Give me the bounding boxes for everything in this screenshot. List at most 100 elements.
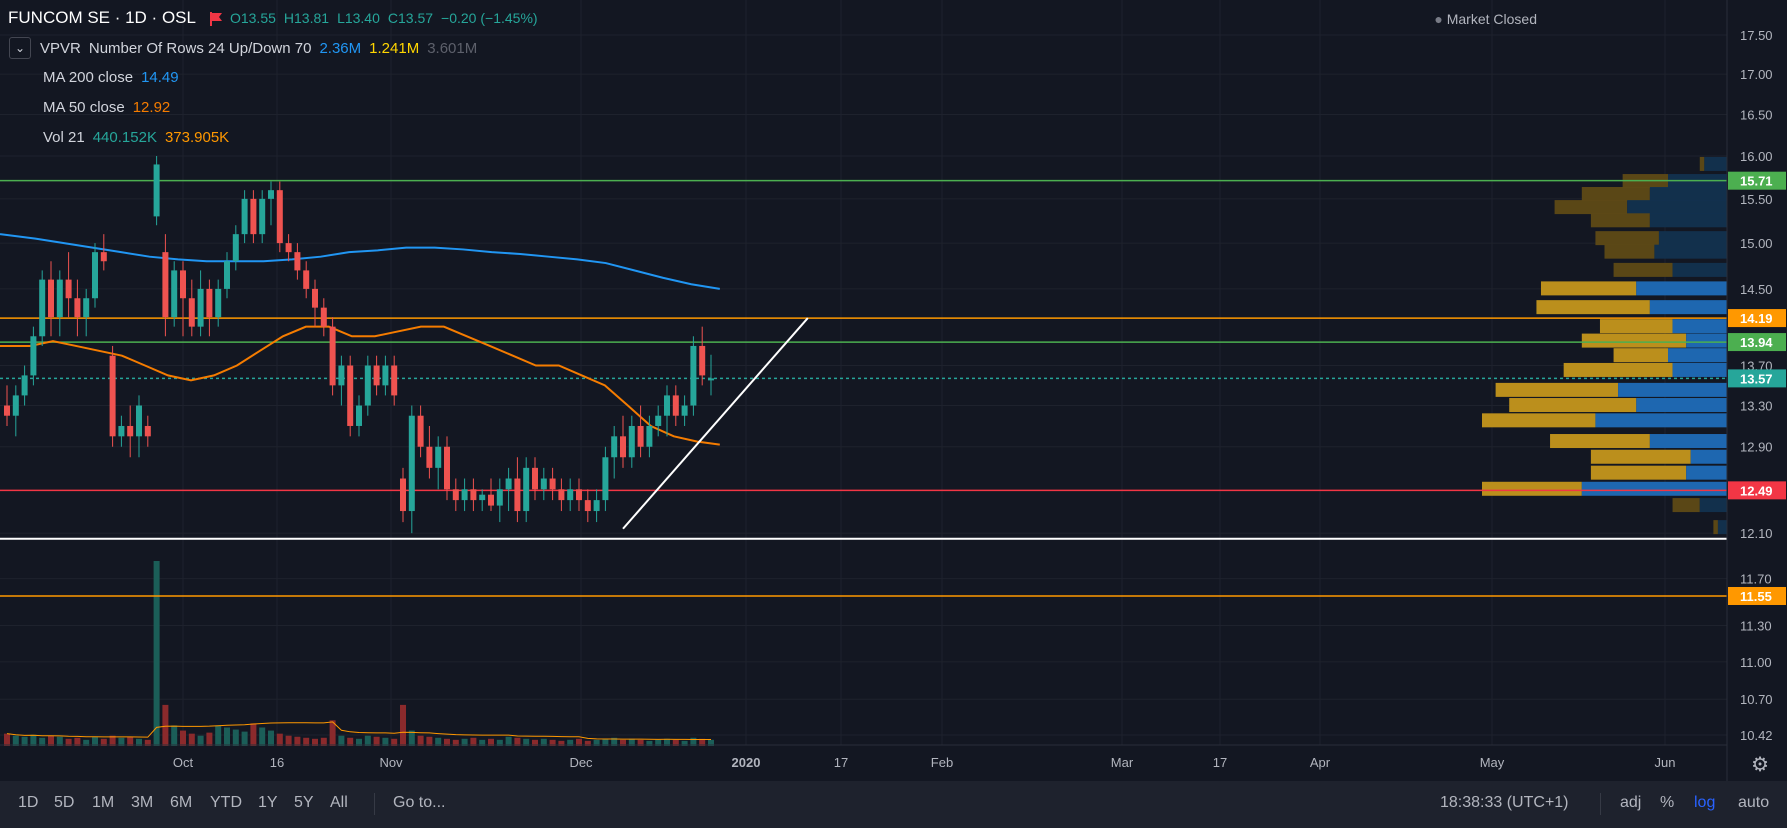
gear-icon[interactable]: ⚙ [1751, 754, 1769, 776]
ma200-label[interactable]: MA 200 close [43, 69, 134, 86]
candle-body [232, 234, 239, 262]
goto-button[interactable]: Go to... [393, 794, 446, 811]
candle-body [30, 336, 37, 376]
volume-bar [514, 737, 521, 746]
volume-bar [470, 737, 477, 746]
vpvr-down-bar [1636, 398, 1727, 413]
volume-bar [426, 736, 433, 746]
vpvr-up-bar [1482, 481, 1582, 496]
candle-body [153, 164, 160, 217]
vpvr-down-bar [1672, 262, 1727, 277]
vpvr-down-bar [1649, 213, 1727, 228]
vpvr-down-bar [1686, 333, 1727, 348]
price-badge-label: 13.57 [1740, 371, 1773, 386]
range-1m[interactable]: 1M [92, 794, 115, 811]
range-all[interactable]: All [330, 794, 348, 811]
price-badge-label: 14.19 [1740, 311, 1773, 326]
range-6m[interactable]: 6M [170, 794, 193, 811]
candle-body [611, 436, 618, 458]
volume-bar [356, 738, 362, 746]
range-3m[interactable]: 3M [131, 794, 154, 811]
candle-body [505, 478, 512, 490]
volume-bar [338, 735, 345, 746]
vpvr-up-bar [1595, 231, 1659, 246]
status-dot-icon: ● [1434, 11, 1443, 27]
vpvr-down-bar [1672, 319, 1727, 334]
candle-body [197, 288, 204, 327]
volume-bar [83, 739, 90, 746]
candle-body [241, 198, 248, 235]
adj-toggle[interactable]: adj [1620, 794, 1642, 811]
volume-bar [593, 739, 600, 746]
flag-icon[interactable] [209, 11, 222, 26]
volume-bar [329, 720, 336, 746]
price-tick-label: 12.90 [1740, 440, 1773, 455]
volume-bar [496, 739, 503, 746]
vol-value-2: 373.905K [164, 129, 230, 146]
candle-body [136, 405, 142, 437]
auto-toggle[interactable]: auto [1738, 794, 1770, 811]
candle-body [523, 467, 530, 512]
range-1d[interactable]: 1D [18, 794, 39, 811]
time-tick-label: 2020 [732, 755, 761, 770]
volume-bar [373, 736, 380, 746]
percent-toggle[interactable]: % [1660, 794, 1675, 811]
candle-body [303, 270, 310, 289]
symbol-title[interactable]: FUNCOM SE · 1D · OSL [8, 8, 196, 27]
volume-bar [664, 738, 670, 746]
candle-body [488, 494, 494, 506]
vpvr-down-bar [1649, 187, 1727, 202]
volume-bar [127, 736, 134, 746]
vpvr-down-bar [1627, 200, 1727, 215]
range-ytd[interactable]: YTD [210, 794, 242, 811]
vpvr-down-bar [1654, 244, 1727, 259]
log-toggle[interactable]: log [1694, 794, 1716, 811]
vpvr-up-bar [1699, 156, 1705, 171]
candle-body [83, 298, 90, 318]
vpvr-down-bar [1649, 434, 1727, 449]
volume-bar [505, 736, 512, 746]
volume-bar [118, 737, 125, 746]
candle-body [188, 298, 195, 327]
price-tick-label: 17.00 [1740, 67, 1773, 82]
chevron-down-icon[interactable]: ⌄ [9, 37, 31, 59]
candle-body [558, 489, 565, 501]
vpvr-down-bar [1686, 465, 1727, 480]
volume-bar [30, 734, 37, 746]
ma200-value: 14.49 [141, 69, 179, 86]
candle-body [514, 478, 521, 512]
candle-body [21, 375, 28, 396]
candle-body [549, 478, 556, 490]
volume-bar [488, 738, 494, 746]
candle-body [620, 436, 626, 458]
candle-body [118, 425, 125, 437]
ohlc-low: L13.40 [337, 10, 380, 26]
ohlc-high: H13.81 [283, 10, 330, 26]
volume-bar [611, 737, 618, 746]
candle-body [127, 425, 134, 437]
clock[interactable]: 18:38:33 (UTC+1) [1440, 794, 1569, 811]
price-tick-label: 15.00 [1740, 236, 1773, 251]
vpvr-up-bar [1495, 382, 1619, 397]
vpvr-up-bar [1581, 333, 1687, 348]
vpvr-label[interactable]: VPVR [40, 39, 81, 57]
range-1y[interactable]: 1Y [258, 794, 278, 811]
range-5y[interactable]: 5Y [294, 794, 314, 811]
price-badge-label: 13.94 [1740, 335, 1773, 350]
price-tick-label: 15.50 [1740, 192, 1773, 207]
candle-body [338, 365, 345, 386]
ohlc-close: C13.57 [387, 10, 434, 26]
price-badge [1728, 369, 1786, 388]
time-tick-label: 17 [834, 755, 848, 770]
vol-label[interactable]: Vol 21 [43, 129, 85, 146]
volume-bar [188, 733, 195, 746]
volume-bar [276, 733, 283, 746]
volume-bar [523, 738, 530, 746]
ma50-label[interactable]: MA 50 close [43, 99, 125, 116]
range-5d[interactable]: 5D [54, 794, 75, 811]
volume-bar [408, 730, 415, 746]
volume-bar [180, 730, 186, 746]
candle-body [285, 243, 292, 253]
candle-body [171, 270, 178, 318]
